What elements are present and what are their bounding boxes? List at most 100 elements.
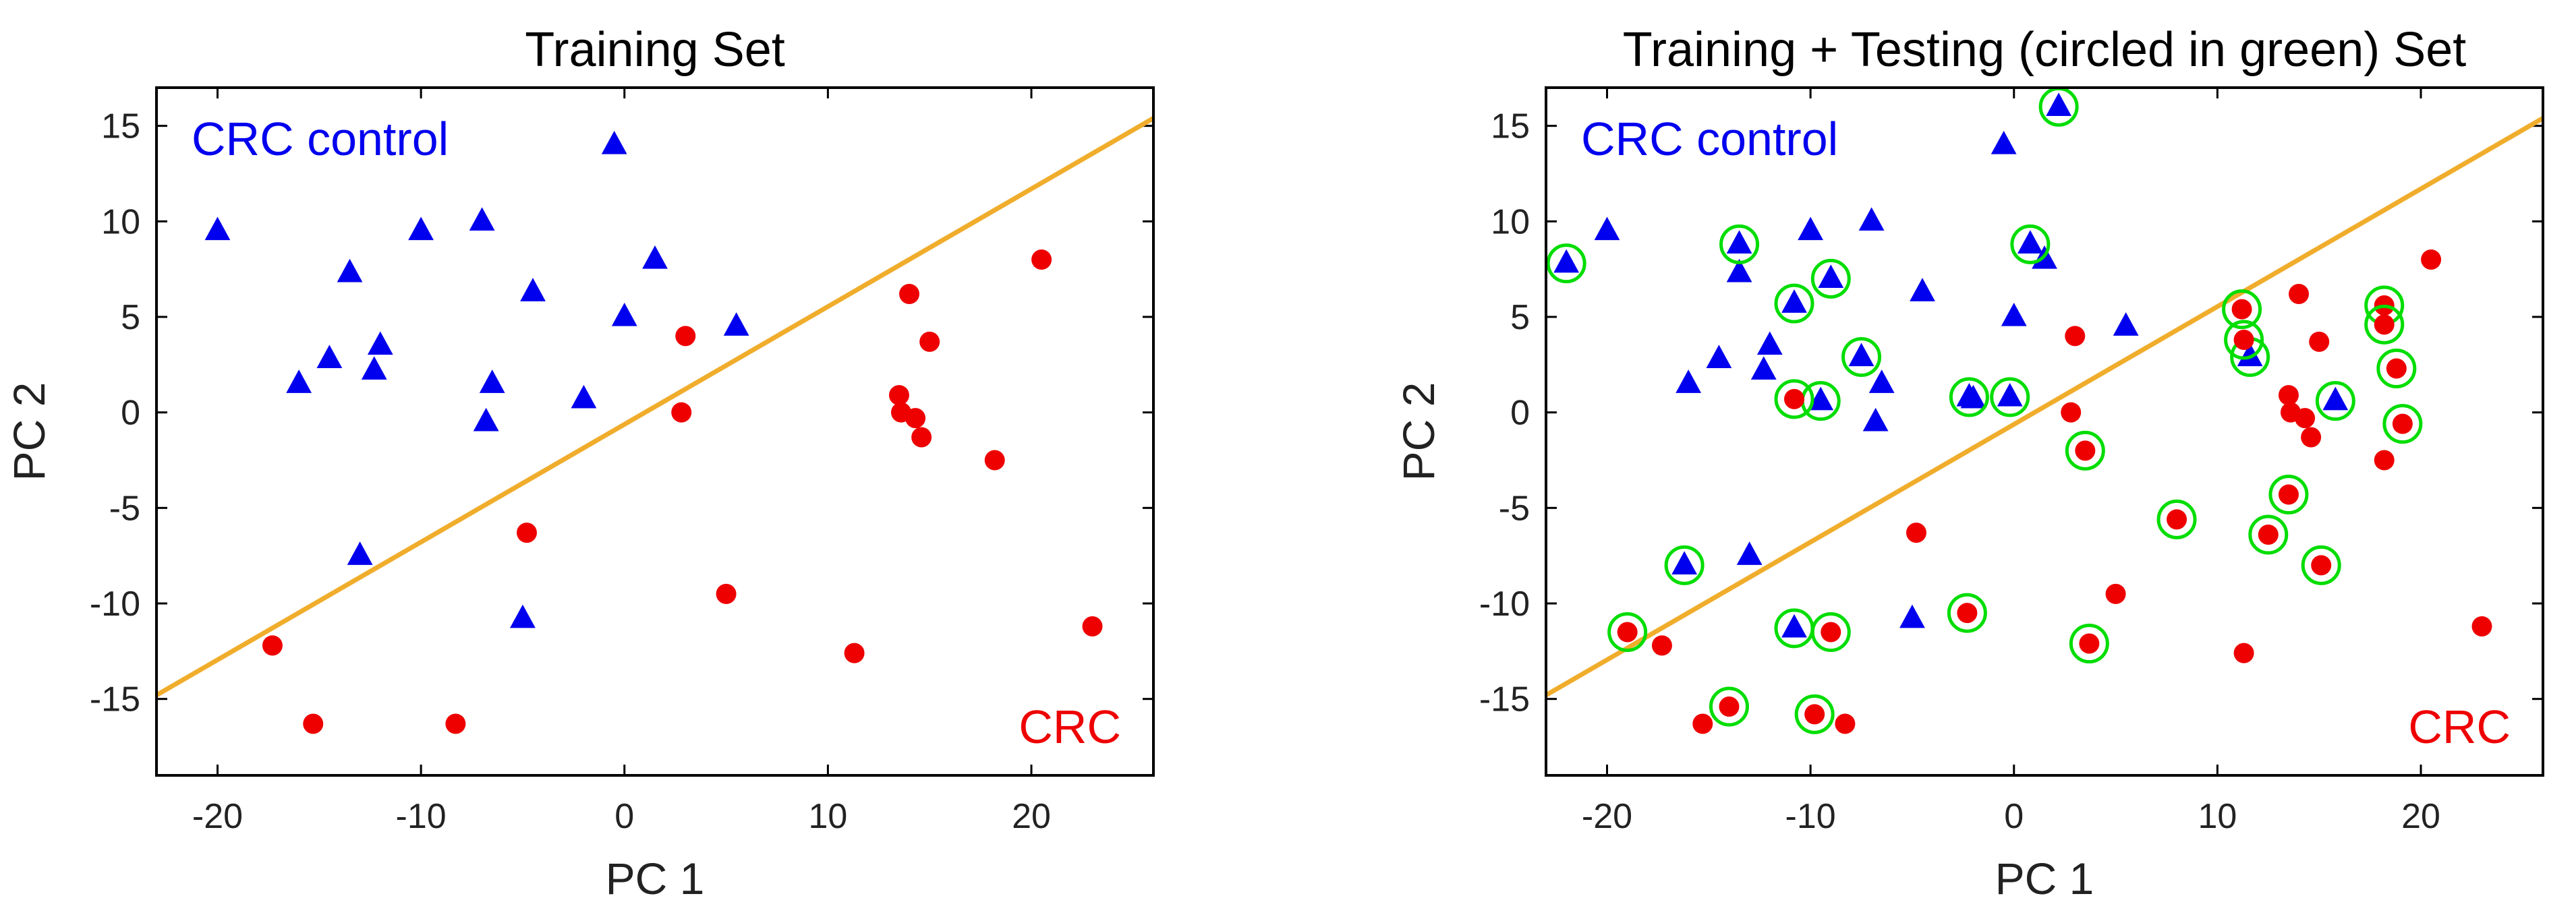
crc-training-point: [899, 284, 920, 304]
test-sample-ring: [1810, 612, 1851, 652]
test-sample-ring: [1774, 379, 1814, 419]
crc-training-point: [2421, 249, 2442, 270]
control-training-point: [1676, 369, 1702, 393]
y-tick-label: -10: [1479, 585, 1530, 624]
test-sample-ring: [2382, 404, 2423, 444]
control-training-point: [1736, 541, 1763, 565]
control-testing-point: [1553, 249, 1580, 273]
x-tick-label: -10: [1785, 797, 1836, 836]
control-testing-point: [2237, 343, 2263, 367]
crc-training-point: [905, 408, 926, 429]
crc-testing-point: [1821, 622, 1841, 643]
y-tick-label: 5: [1510, 298, 1530, 337]
crc-testing-point: [1719, 696, 1740, 717]
class-label-control: CRC control: [1581, 113, 1838, 165]
control-testing-point: [2046, 92, 2072, 116]
test-sample-ring: [1664, 545, 1705, 585]
crc-training-point: [2278, 385, 2299, 406]
y-tick-label: -15: [1479, 680, 1530, 719]
plot-area: [156, 116, 1153, 734]
control-training-point: [601, 131, 627, 154]
crc-training-point: [716, 583, 737, 604]
crc-training-point: [1082, 616, 1103, 636]
crc-training-point: [2061, 402, 2082, 423]
axes-frame: [155, 86, 1155, 777]
x-tick-label: 20: [2401, 797, 2440, 836]
control-training-point: [337, 258, 363, 283]
control-training-point: [408, 216, 434, 241]
crc-testing-point: [2075, 440, 2096, 461]
control-testing-point: [1808, 386, 1834, 411]
y-tick-label: 10: [101, 202, 140, 241]
crc-training-point: [1031, 249, 1052, 270]
crc-training-point: [1906, 523, 1926, 543]
plot-area: [1546, 88, 2543, 734]
control-training-point: [1798, 216, 1824, 241]
y-tick-label: -5: [1499, 489, 1530, 528]
test-sample-ring: [1947, 593, 1987, 633]
y-tick-label: -15: [90, 680, 140, 719]
control-training-point: [204, 216, 231, 241]
control-training-point: [361, 356, 387, 380]
test-sample-ring: [1709, 686, 1749, 727]
x-tick-label: 10: [808, 797, 847, 836]
crc-testing-point: [2278, 484, 2299, 505]
test-sample-ring: [2010, 224, 2051, 264]
test-sample-ring: [1841, 337, 1882, 377]
test-sample-ring: [2268, 475, 2309, 514]
x-tick-label: 0: [614, 797, 634, 836]
test-sample-ring: [2301, 545, 2341, 585]
crc-training-point: [516, 523, 537, 543]
test-sample-ring: [1949, 377, 1989, 417]
control-testing-point: [1671, 551, 1698, 574]
y-tick-label: 10: [1491, 202, 1530, 241]
control-training-point: [479, 369, 505, 393]
test-sample-ring: [2065, 430, 2105, 471]
crc-testing-point: [1957, 603, 1978, 624]
crc-training-point: [2301, 427, 2322, 448]
control-training-point: [1726, 258, 1752, 283]
crc-testing-point: [1804, 704, 1825, 725]
crc-training-point: [1692, 713, 1713, 734]
y-axis-label: PC 2: [1394, 382, 1443, 481]
crc-testing-point: [1617, 622, 1638, 643]
class-label-crc: CRC: [1019, 701, 1121, 753]
test-sample-ring: [2315, 381, 2355, 421]
control-testing-point: [1818, 264, 1844, 288]
crc-training-point: [911, 427, 932, 448]
test-sample-ring: [1607, 612, 1648, 652]
control-training-point: [1756, 331, 1783, 355]
test-sample-ring: [2248, 514, 2289, 555]
x-axis-label: PC 1: [606, 854, 705, 903]
control-training-point: [1910, 278, 1935, 301]
control-training-point: [1594, 216, 1620, 241]
chart-title: Training Set: [525, 23, 785, 77]
crc-training-point: [1651, 635, 1672, 656]
axes-frame: [1545, 86, 2544, 777]
crc-testing-point: [2258, 525, 2279, 545]
test-sample-ring: [2224, 320, 2264, 360]
crc-training-point: [262, 635, 283, 656]
crc-training-point: [445, 713, 466, 734]
decision-boundary-line: [156, 116, 1153, 698]
x-tick-label: -20: [192, 797, 243, 836]
control-testing-point: [1781, 289, 1807, 313]
test-sample-ring: [1990, 377, 2030, 417]
crc-testing-point: [2392, 413, 2413, 434]
x-tick-label: 10: [2198, 797, 2237, 836]
chart-title: Training + Testing (circled in green) Se…: [1623, 23, 2467, 77]
crc-training-point: [2065, 326, 2086, 347]
control-testing-point: [2322, 386, 2349, 411]
y-tick-label: 0: [1510, 394, 1530, 433]
control-testing-point: [1997, 383, 2023, 407]
control-training-point: [1858, 207, 1885, 231]
control-training-point: [1750, 356, 1777, 380]
crc-testing-point: [1783, 388, 1804, 409]
control-training-point: [723, 312, 749, 336]
training-set-chart: Training Set -20 -10 0 10 20 15 10 5 0 -5 -10 -15 PC …: [4, 23, 1155, 903]
x-tick-label: -10: [396, 797, 447, 836]
control-training-point: [1899, 604, 1925, 628]
control-training-point: [367, 331, 393, 355]
y-tick-label: -5: [109, 489, 140, 528]
test-sample-ring: [1719, 224, 1760, 264]
